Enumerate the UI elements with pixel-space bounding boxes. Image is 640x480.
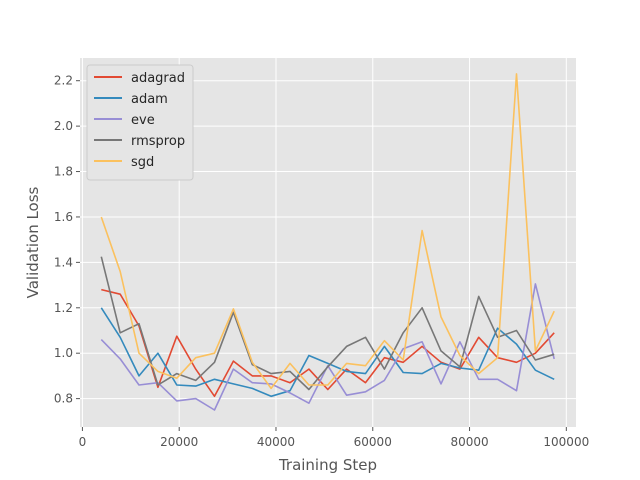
y-tick-label: 1.4 (54, 255, 73, 269)
legend-label-rmsprop: rmsprop (131, 134, 185, 149)
x-tick-label: 60000 (354, 435, 392, 449)
legend-box (86, 64, 194, 181)
series-group (100, 73, 555, 411)
x-tick-label: 40000 (257, 435, 295, 449)
legend-label-eve: eve (131, 113, 155, 128)
grid (80, 58, 576, 427)
legend: adagrad adam eve rmsprop sgd (86, 64, 194, 181)
x-axis-label: Training Step (278, 456, 377, 474)
y-tick-label: 2.0 (54, 119, 73, 133)
y-tick-label: 2.2 (54, 74, 73, 88)
x-tick-label: 20000 (160, 435, 198, 449)
x-tick-label: 0 (79, 435, 87, 449)
series-line-rmsprop (100, 256, 555, 391)
x-axis: 0 20000 40000 60000 80000 100000 (79, 427, 589, 449)
series-line-sgd (100, 73, 555, 390)
series-line-adam (100, 307, 555, 398)
x-tick-label: 80000 (450, 435, 488, 449)
legend-label-adam: adam (131, 92, 168, 107)
y-tick-label: 0.8 (54, 392, 73, 406)
legend-label-sgd: sgd (131, 155, 154, 170)
y-axis: 0.8 1.0 1.2 1.4 1.6 1.8 2.0 2.2 (54, 74, 80, 406)
x-tick-label: 100000 (543, 435, 589, 449)
series-line-adagrad (101, 288, 555, 398)
y-axis-label: Validation Loss (24, 186, 42, 298)
y-tick-label: 1.8 (54, 165, 73, 179)
y-tick-label: 1.2 (54, 301, 73, 315)
legend-label-adagrad: adagrad (131, 71, 185, 86)
y-tick-label: 1.6 (54, 210, 73, 224)
y-tick-label: 1.0 (54, 346, 73, 360)
